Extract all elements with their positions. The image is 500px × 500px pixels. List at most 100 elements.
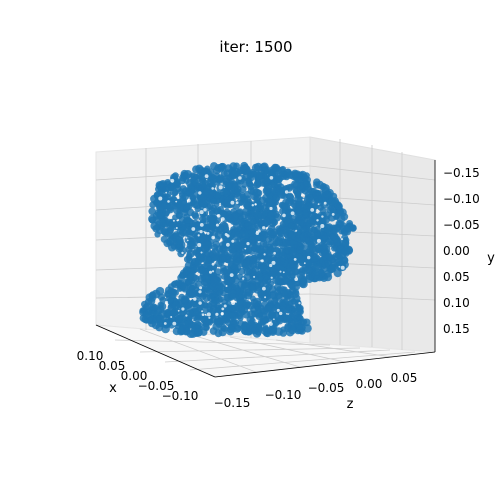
scatter-point [247,182,255,191]
scatter-point [159,187,169,197]
scatter-point [214,268,222,276]
scatter-point [212,240,220,249]
point-gap [316,219,319,222]
point-gap [220,312,224,315]
scatter-point [180,295,189,304]
z-axis-line [214,351,436,378]
point-gap [193,297,197,301]
scatter-point [250,254,258,263]
point-gap [230,200,235,205]
point-gap [208,316,211,319]
scatter-point [243,201,251,209]
scatter-point [292,171,300,178]
scatter-point [214,230,223,240]
point-gap [225,285,228,287]
point-gap [320,224,325,228]
scatter-point [166,222,175,231]
scatter-point [195,259,202,266]
point-gap [260,259,264,263]
point-gap [264,296,267,299]
y-tick-label: 0.15 [443,322,470,336]
scatter-point [222,265,231,274]
scatter-point [267,246,275,254]
point-gap [263,253,266,256]
scatter-point [284,217,294,227]
scatter-point [156,315,165,324]
scatter-point [325,238,333,246]
scatter-point [151,304,159,311]
scatter-point [311,226,318,233]
point-gap [279,311,283,316]
point-gap [316,238,321,243]
gridline [309,165,436,181]
scatter-point [306,216,314,224]
scatter-point [303,195,312,203]
x-tick-label: −0.05 [138,379,175,393]
scatter-point [295,305,302,312]
point-gap [185,314,188,317]
scatter-point [304,265,313,275]
scatter-point [278,247,286,256]
point-gap [235,201,239,204]
point-gap [215,223,219,227]
scatter-point [281,289,291,299]
scatter-point [282,239,290,247]
scatter-point [208,300,218,309]
scatter-point [230,186,238,194]
point-gap [199,223,204,227]
scatter-point [226,325,235,334]
point-gap [229,273,234,277]
gridline [164,349,391,363]
scatter-point [311,263,320,272]
point-gap [242,277,245,280]
z-tick-label: −0.10 [265,388,302,402]
scatter-point [320,232,328,241]
scatter-point [259,227,267,235]
point-gap [198,191,202,195]
scatter-point [294,190,302,198]
scatter-point [188,321,196,329]
scatter-point [248,283,256,291]
point-gap [211,187,214,190]
scatter-point [232,267,240,275]
scatter-point [269,216,276,223]
scatter-point [177,273,186,282]
scatter-point [287,313,295,321]
scatter-point [229,312,236,319]
scatter-point [152,199,159,206]
point-gap [206,232,210,235]
point-gap [223,304,227,308]
scatter-point [171,301,180,310]
scatter-point [263,185,272,194]
scatter-point [263,273,270,281]
y-tick-label: −0.15 [443,166,480,180]
scatter-point [299,232,308,242]
point-gap [181,307,185,311]
x-tick-label: 0.10 [77,349,104,363]
point-gap [191,319,194,321]
scatter-point [287,231,296,240]
z-axis-label: z [347,397,354,412]
scatter-point [222,188,231,197]
scatter-point [315,180,324,189]
scatter-point [191,200,199,209]
scatter-point [251,234,261,243]
point-gap [167,200,170,203]
point-gap [215,312,219,316]
y-tick-label: 0.05 [443,270,470,284]
scatter-point [218,211,227,219]
point-gap [298,302,301,305]
scatter-point [284,210,293,219]
y-tick-label: −0.10 [443,192,480,206]
scatter-point [155,323,164,332]
point-gap [201,310,204,313]
point-gap [253,275,256,278]
scatter-point [176,220,184,228]
scatter-point [190,236,197,242]
scatter-point [274,238,283,247]
point-gap [262,286,266,291]
scatter-point [235,325,242,332]
point-gap [302,198,305,201]
point-gap [282,213,286,218]
scatter-point [183,170,192,179]
